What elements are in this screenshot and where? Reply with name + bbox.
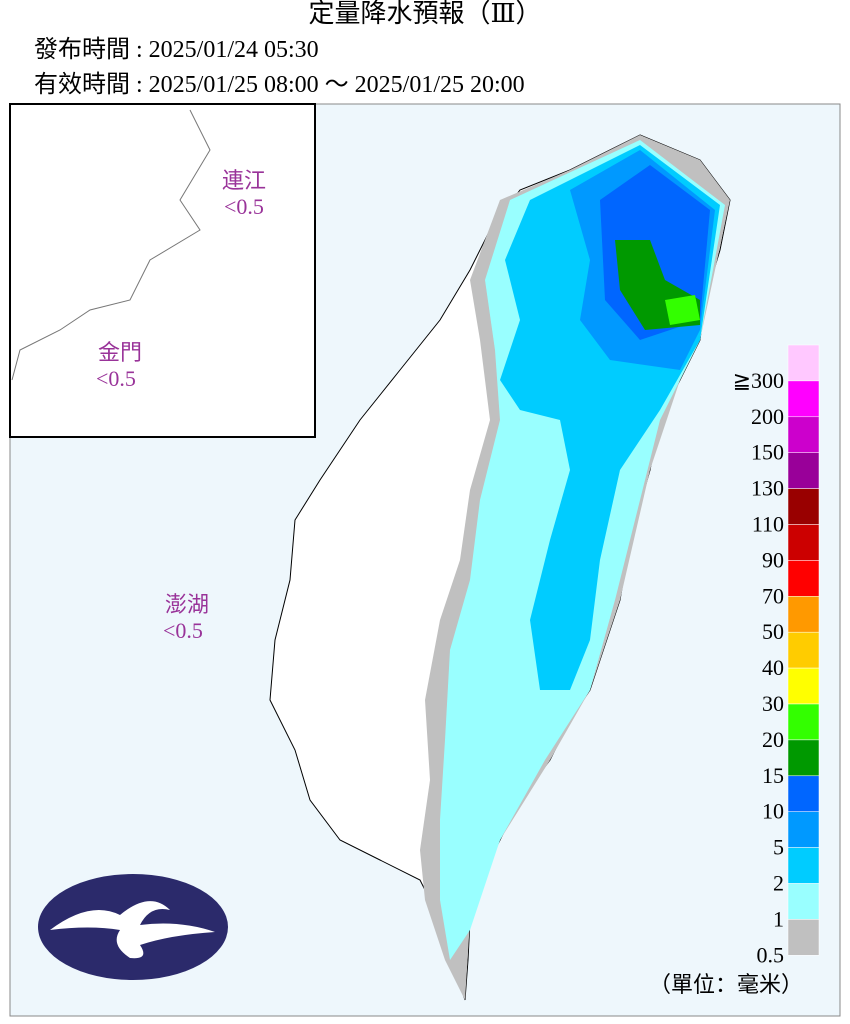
valid-time: 有效時間 : 2025/01/25 08:00 ～ 2025/01/25 20:… xyxy=(34,71,525,98)
legend-swatch xyxy=(787,631,820,669)
logo xyxy=(38,874,228,980)
legend-label: 15 xyxy=(762,763,784,788)
legend-label: 110 xyxy=(752,512,784,537)
region-name: 澎湖 xyxy=(165,592,209,617)
legend-swatch xyxy=(787,380,820,418)
legend-swatch xyxy=(787,739,820,777)
inset-box xyxy=(9,103,316,438)
region-labels: 連江<0.5金門<0.5澎湖<0.5 xyxy=(96,168,266,643)
legend-swatch xyxy=(787,416,820,453)
legend-label: 5 xyxy=(773,835,784,860)
region-value: <0.5 xyxy=(224,194,264,219)
legend-label: 10 xyxy=(762,799,784,824)
title: 定量降水預報（Ⅲ） xyxy=(308,0,541,28)
legend-label: 70 xyxy=(762,583,784,608)
legend-label: 30 xyxy=(762,691,784,716)
unit-label: （單位：毫米） xyxy=(649,972,803,997)
legend-label: 50 xyxy=(762,619,784,644)
rain-20 xyxy=(665,295,700,325)
legend-swatch xyxy=(787,811,820,848)
legend-swatch xyxy=(787,919,820,956)
legend-swatch xyxy=(787,596,820,633)
legend-label: 0.5 xyxy=(757,942,785,967)
logo-swirl xyxy=(50,901,215,959)
taiwan xyxy=(269,134,731,1001)
legend-label: 20 xyxy=(762,727,784,752)
legend-swatch xyxy=(787,452,820,489)
legend-swatch xyxy=(787,488,820,525)
region-value: <0.5 xyxy=(163,618,203,643)
issue-time: 發布時間 : 2025/01/24 05:30 xyxy=(34,36,319,63)
legend: ≧300 200 150 130 110 90 70 50 40 30 20 15 10 5 2 1 0.5 xyxy=(733,344,820,967)
region-value: <0.5 xyxy=(96,366,136,391)
legend-label: 150 xyxy=(751,440,784,465)
legend-label: 2 xyxy=(773,871,784,896)
legend-swatch xyxy=(787,667,820,705)
legend-label: 200 xyxy=(751,404,784,429)
legend-label: 1 xyxy=(773,906,784,931)
legend-label: 40 xyxy=(762,655,784,680)
region-name: 連江 xyxy=(222,168,266,193)
legend-swatch xyxy=(787,775,820,812)
legend-label: ≧300 xyxy=(733,368,784,393)
legend-label: 90 xyxy=(762,547,784,572)
coastline xyxy=(11,109,211,381)
legend-swatch xyxy=(787,344,820,382)
legend-swatch xyxy=(787,847,820,884)
legend-swatch xyxy=(787,703,820,741)
legend-swatch xyxy=(787,524,820,561)
region-name: 金門 xyxy=(98,340,142,365)
legend-label: 130 xyxy=(751,476,784,501)
legend-swatch xyxy=(787,560,820,597)
legend-swatch xyxy=(787,883,820,920)
